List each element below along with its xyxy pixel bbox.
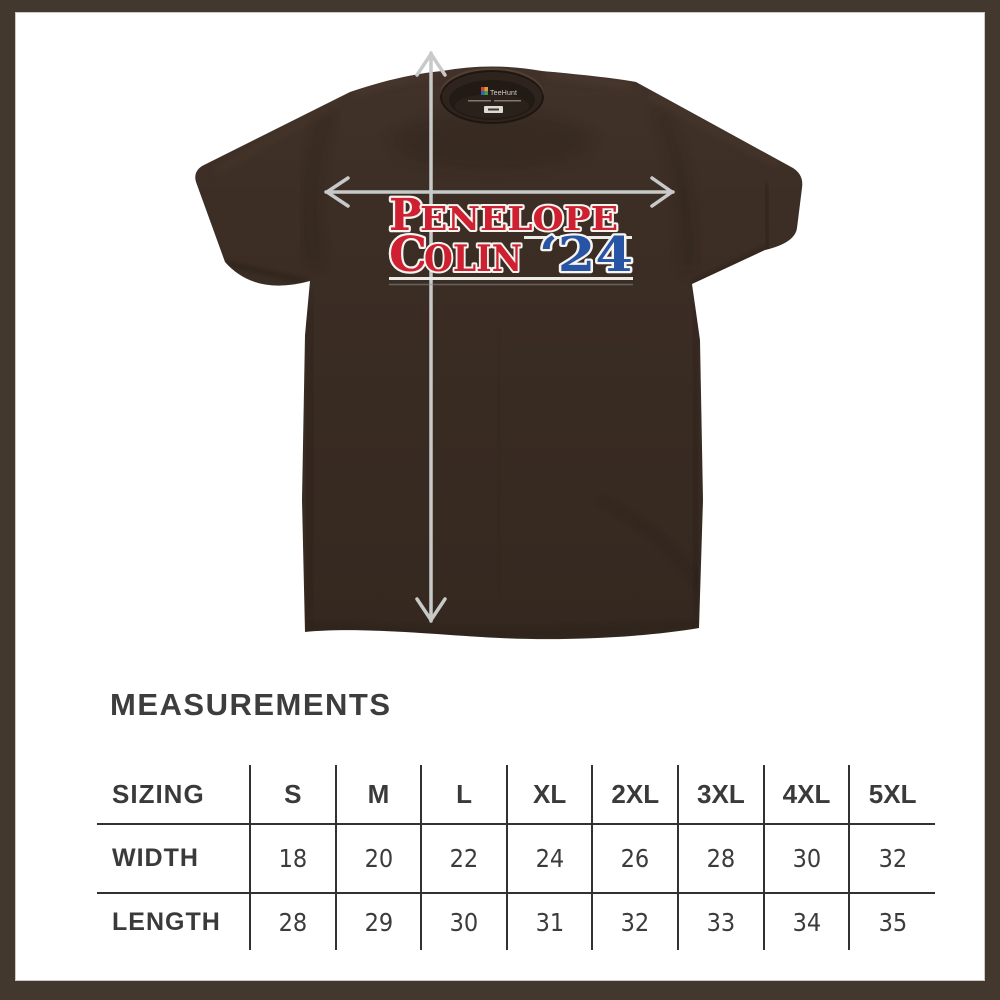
- size-col-header: 4XL: [762, 765, 850, 824]
- size-col-header: XL: [505, 765, 593, 824]
- table-cell: 34: [762, 892, 850, 950]
- sizing-row-label: SIZING: [112, 778, 205, 809]
- design-line1-rest: ENELOPE: [420, 199, 618, 238]
- table-cell: 29: [334, 892, 422, 950]
- length-measure-arrow-icon: [415, 51, 447, 623]
- design-line2-rest: OLIN: [424, 238, 522, 280]
- table-cell: 30: [420, 892, 507, 950]
- length-row-label: LENGTH: [97, 892, 251, 950]
- tshirt-graphic: TeeHunt P: [195, 51, 803, 640]
- size-col-header: S: [249, 765, 336, 824]
- width-row-label: WIDTH: [97, 823, 251, 893]
- table-cell: 28: [677, 823, 764, 893]
- brand-label: TeeHunt: [490, 90, 517, 97]
- width-row: WIDTH 18 20 22 24 26 28 30 32: [97, 823, 935, 893]
- table-cell: 18: [249, 823, 336, 893]
- design-line2-initial: C: [389, 227, 427, 283]
- length-row: LENGTH 28 29 30 31 32 33 34 35: [97, 892, 935, 950]
- size-col-header: 5XL: [848, 765, 935, 824]
- table-cell: 26: [591, 823, 679, 893]
- table-cell: 33: [677, 892, 764, 950]
- table-cell: 32: [591, 892, 679, 950]
- tag-size-box: [484, 106, 503, 113]
- width-measure-arrow-icon: [324, 176, 675, 208]
- size-col-header: 3XL: [677, 765, 764, 824]
- design-line1-initial: P: [389, 190, 422, 241]
- campaign-print-design: P ENELOPE C OLIN ‘24: [387, 188, 635, 286]
- table-cell: 31: [505, 892, 593, 950]
- table-cell: 35: [848, 892, 935, 950]
- measurements-heading: MEASUREMENTS: [110, 687, 392, 722]
- size-col-header: 2XL: [591, 765, 679, 824]
- table-cell: 28: [249, 892, 336, 950]
- size-chart-table: SIZING S M L XL 2XL 3XL 4XL 5XL WIDTH 18…: [97, 765, 935, 950]
- table-cell: 22: [420, 823, 507, 893]
- table-cell: 30: [762, 823, 850, 893]
- design-year: ‘24: [539, 227, 633, 283]
- tag-microtext-line: [468, 100, 521, 102]
- table-cell: 20: [334, 823, 422, 893]
- sizing-header-row: SIZING S M L XL 2XL 3XL 4XL 5XL: [97, 765, 935, 824]
- size-col-header: L: [420, 765, 507, 824]
- neck-tag: TeeHunt: [468, 87, 521, 113]
- table-cell: 24: [505, 823, 593, 893]
- size-col-header: M: [334, 765, 422, 824]
- brand-logo-icon: [481, 87, 488, 95]
- table-cell: 32: [848, 823, 935, 893]
